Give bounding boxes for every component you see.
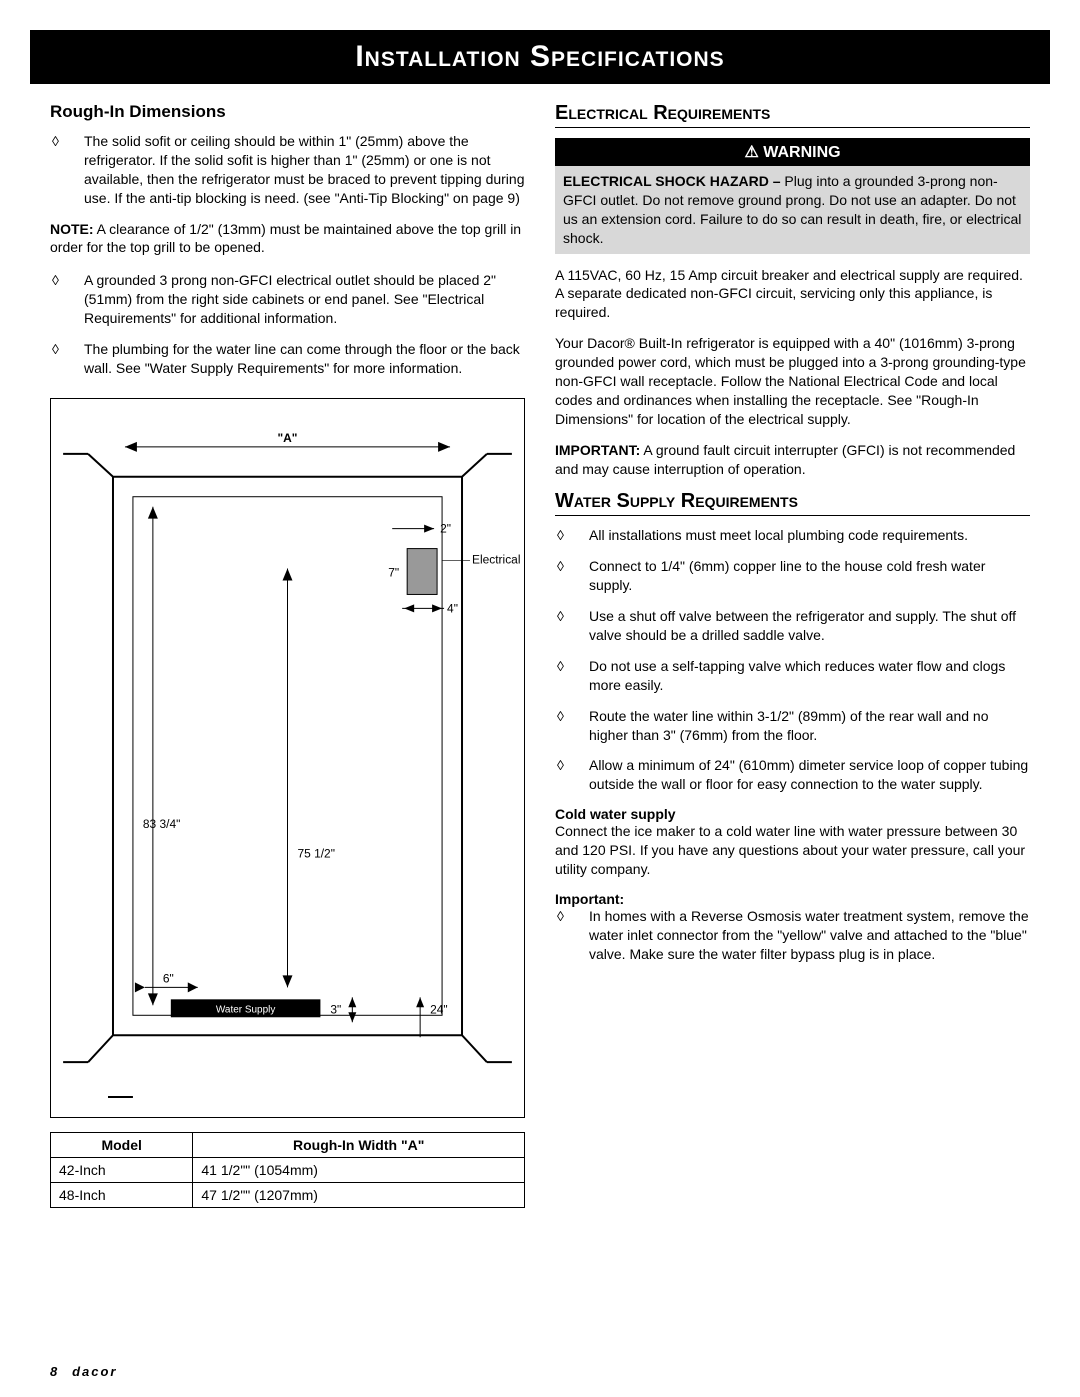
diagram-svg: "A" 83 3/4" 75 1/2" Electrical 2" [51,399,524,1117]
warning-icon: ⚠ [744,144,758,161]
note-label: NOTE: [50,221,94,237]
water-heading: Water Supply Requirements [555,490,1030,516]
list-item: The plumbing for the water line can come… [50,340,525,378]
elec-p2: Your Dacor® Built-In refrigerator is equ… [555,334,1030,428]
cold-text: Connect the ice maker to a cold water li… [555,822,1030,879]
dim-elec-w: 4" [447,601,458,615]
list-item: In homes with a Reverse Osmosis water tr… [555,907,1030,964]
list-item: Connect to 1/4" (6mm) copper line to the… [555,557,1030,595]
content-columns: Rough-In Dimensions The solid sofit or c… [50,102,1030,1208]
page-footer: 8 dacor [50,1364,117,1379]
cold-heading: Cold water supply [555,806,1030,822]
th-width: Rough-In Width "A" [193,1132,525,1157]
th-model: Model [51,1132,193,1157]
td: 48-Inch [51,1182,193,1207]
rough-in-heading: Rough-In Dimensions [50,102,525,122]
td: 41 1/2"" (1054mm) [193,1157,525,1182]
td: 42-Inch [51,1157,193,1182]
list-item: All installations must meet local plumbi… [555,526,1030,545]
dim-h-inner: 75 1/2" [297,847,334,861]
water-label: Water Supply [216,1004,275,1015]
brand-logo: dacor [72,1364,117,1379]
important-bullets: In homes with a Reverse Osmosis water tr… [555,907,1030,964]
dim-a: "A" [278,431,298,445]
width-table: Model Rough-In Width "A" 42-Inch 41 1/2"… [50,1132,525,1208]
dim-6: 6" [163,971,174,985]
imp-label: IMPORTANT: [555,442,640,458]
warning-label: WARNING [763,144,840,161]
rough-in-diagram: "A" 83 3/4" 75 1/2" Electrical 2" [50,398,525,1118]
elec-p1: A 115VAC, 60 Hz, 15 Amp circuit breaker … [555,266,1030,323]
dim-24: 24" [430,1002,448,1016]
list-item: Use a shut off valve between the refrige… [555,607,1030,645]
table-row: 42-Inch 41 1/2"" (1054mm) [51,1157,525,1182]
right-column: Electrical Requirements ⚠ WARNING ELECTR… [555,102,1030,1208]
rough-in-bullets-mid: A grounded 3 prong non-GFCI electrical o… [50,271,525,377]
elec-important: IMPORTANT: A ground fault circuit interr… [555,441,1030,479]
dim-elec-h: 7" [388,565,399,579]
water-bullets: All installations must meet local plumbi… [555,526,1030,794]
warning-header: ⚠ WARNING [555,138,1030,166]
warning-bold: ELECTRICAL SHOCK HAZARD – [563,173,784,189]
left-column: Rough-In Dimensions The solid sofit or c… [50,102,525,1208]
note-text: A clearance of 1/2" (13mm) must be maint… [50,221,521,256]
dim-3: 3" [330,1002,341,1016]
electrical-heading: Electrical Requirements [555,102,1030,128]
list-item: The solid sofit or ceiling should be wit… [50,132,525,208]
list-item: A grounded 3 prong non-GFCI electrical o… [50,271,525,328]
dim-elec-offset: 2" [440,521,451,535]
list-item: Route the water line within 3-1/2" (89mm… [555,707,1030,745]
important-heading: Important: [555,891,1030,907]
warning-body: ELECTRICAL SHOCK HAZARD – Plug into a gr… [555,166,1030,254]
table-row: 48-Inch 47 1/2"" (1207mm) [51,1182,525,1207]
page-number: 8 [50,1364,58,1379]
table-header-row: Model Rough-In Width "A" [51,1132,525,1157]
rough-in-bullets-top: The solid sofit or ceiling should be wit… [50,132,525,208]
clearance-note: NOTE: A clearance of 1/2" (13mm) must be… [50,220,525,258]
page-title: Installation Specifications [30,30,1050,84]
dim-h-total: 83 3/4" [143,817,180,831]
list-item: Do not use a self-tapping valve which re… [555,657,1030,695]
elec-label: Electrical [472,552,521,566]
list-item: Allow a minimum of 24" (610mm) dimeter s… [555,756,1030,794]
td: 47 1/2"" (1207mm) [193,1182,525,1207]
